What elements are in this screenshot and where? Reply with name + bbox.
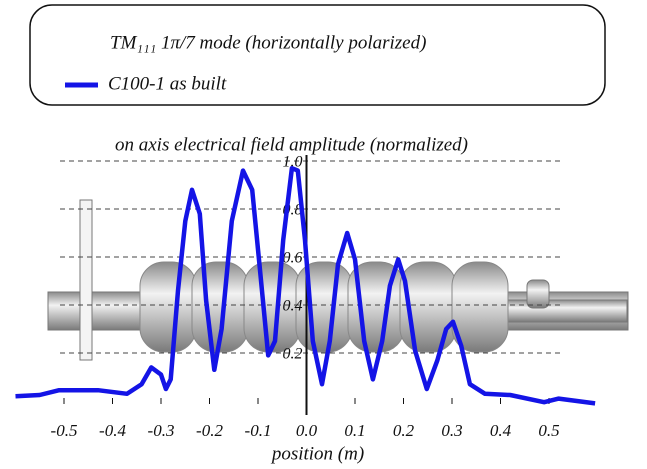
chart-title: on axis electrical field amplitude (norm…	[115, 134, 468, 155]
x-axis-label: position (m)	[270, 443, 364, 464]
x-tick-label: 0.2	[393, 421, 415, 440]
x-tick-label: 0.5	[538, 421, 559, 440]
x-tick-label: 0.0	[296, 421, 318, 440]
data-line	[15, 165, 596, 406]
x-tick-label: 0.4	[490, 421, 512, 440]
legend-label: C100-1 as built	[108, 73, 227, 94]
x-tick-label: -0.2	[196, 421, 223, 440]
x-tick-label: -0.3	[148, 421, 175, 440]
y-tick-label: 0.2	[283, 346, 303, 363]
y-tick-label: 0.4	[283, 298, 303, 315]
x-tick-label: -0.1	[245, 421, 272, 440]
y-tick-label: 0.6	[283, 250, 303, 267]
y-tick-label: 1.0	[283, 154, 303, 171]
legend-title: TM₁₁₁ 1π/7 mode (horizontally polarized)	[110, 32, 426, 53]
x-tick-label: -0.4	[99, 421, 126, 440]
x-tick-label: -0.5	[51, 421, 78, 440]
legend-box	[29, 4, 606, 106]
x-tick-label: 0.1	[344, 421, 365, 440]
x-tick-label: 0.3	[441, 421, 462, 440]
